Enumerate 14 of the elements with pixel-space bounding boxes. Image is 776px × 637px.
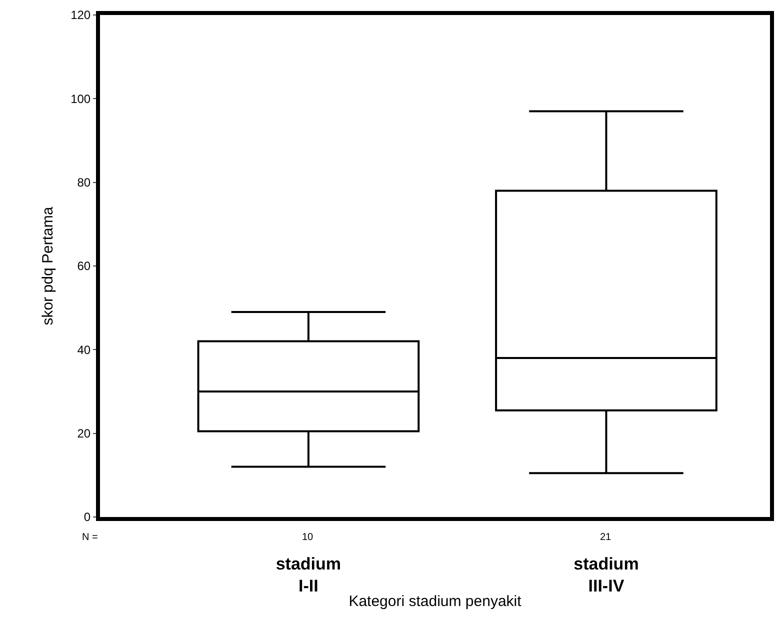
x-axis-title: Kategori stadium penyakit — [348, 593, 522, 610]
text: 10 — [302, 532, 314, 543]
x-tick-label: stadium I-II — [276, 554, 342, 596]
y-tick-label: 0 — [84, 510, 91, 524]
y-tick-label: 40 — [77, 342, 91, 357]
y-tick-label: 100 — [70, 92, 91, 106]
text: 21 — [600, 532, 612, 543]
text: N = — [82, 532, 98, 543]
y-tick-label: 20 — [77, 426, 91, 441]
y-tick-label: 60 — [77, 259, 91, 274]
x-tick-label: stadium III-IV — [574, 554, 639, 596]
y-tick-label: 120 — [70, 8, 91, 22]
y-tick-label: 80 — [77, 176, 91, 190]
y-axis-title: skor pdq Pertama — [39, 206, 56, 326]
